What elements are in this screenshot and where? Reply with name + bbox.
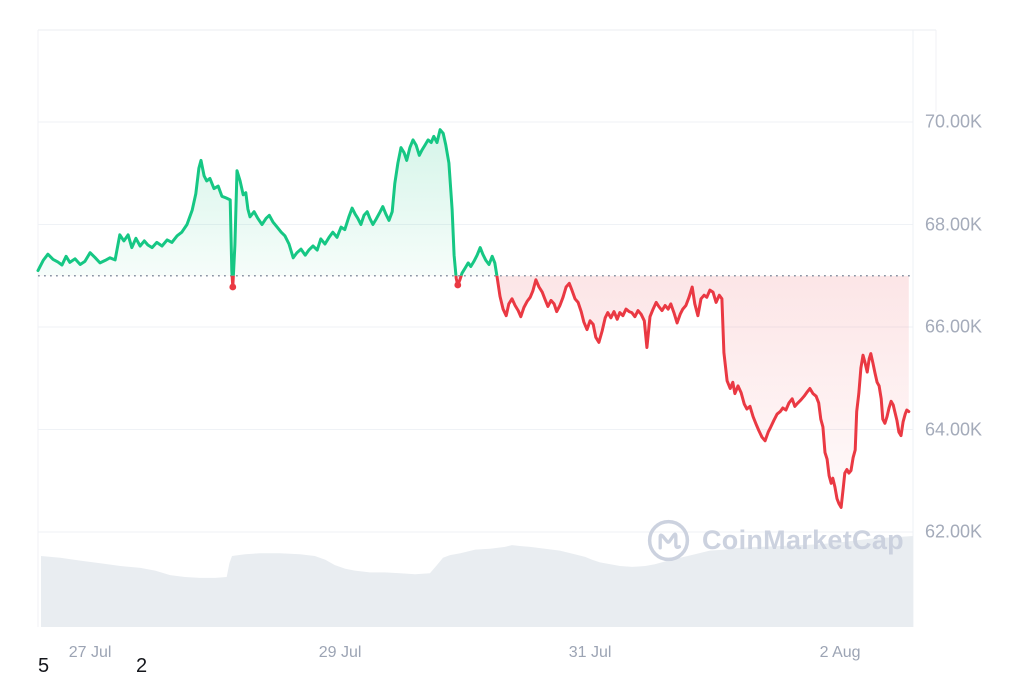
y-axis-label: 66.00K — [925, 316, 983, 337]
price-line-down — [230, 275, 911, 509]
y-axis-label: 62.00K — [925, 521, 983, 542]
x-axis-label: 2 Aug — [819, 644, 861, 661]
price-line-up — [36, 128, 499, 276]
navigator-area[interactable] — [41, 536, 913, 627]
stray-text-left: 5 — [38, 655, 50, 677]
x-axis-label: 29 Jul — [318, 644, 362, 661]
area-above-baseline — [38, 129, 909, 276]
area-below-baseline — [38, 275, 909, 508]
x-axis-label: 27 Jul — [68, 644, 112, 661]
y-axis-label: 68.00K — [925, 214, 983, 234]
dip-marker — [454, 281, 462, 289]
dip-marker — [229, 283, 237, 291]
x-axis-label: 31 Jul — [568, 644, 612, 661]
y-axis-label: 64.00K — [925, 419, 983, 439]
y-axis-label: 70.00K — [925, 111, 983, 132]
stray-text-right: 2 — [136, 655, 148, 677]
